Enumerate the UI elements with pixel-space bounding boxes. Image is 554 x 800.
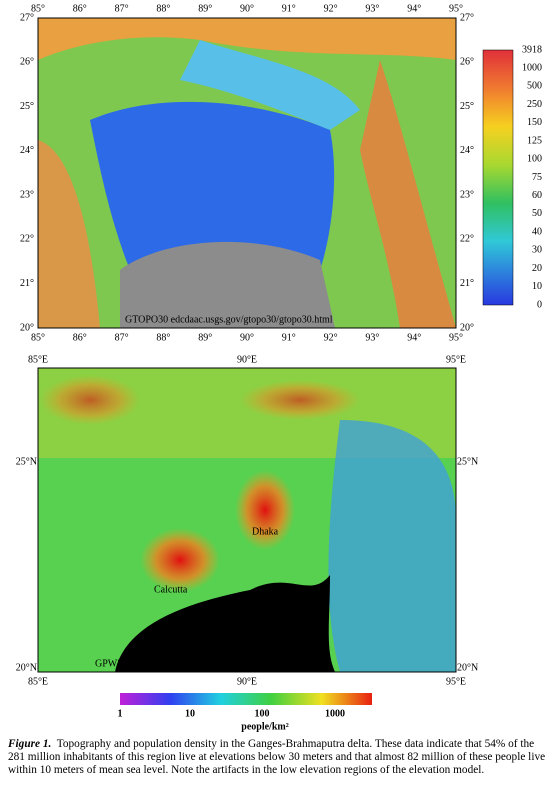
x-tick-label: 90° bbox=[240, 3, 254, 14]
colorbar-label: 10 bbox=[532, 281, 542, 292]
x-tick-label: 85°E bbox=[28, 676, 48, 687]
y-tick-label: 20°N bbox=[16, 662, 37, 673]
colorbar-label: 0 bbox=[537, 299, 542, 310]
y-tick-label: 25° bbox=[460, 101, 474, 112]
x-tick-label: 86° bbox=[73, 332, 87, 343]
x-tick-label: 92° bbox=[324, 3, 338, 14]
colorbar-label: 60 bbox=[532, 190, 542, 201]
x-tick-label: 90°E bbox=[237, 354, 257, 365]
y-tick-label: 27° bbox=[460, 12, 474, 23]
y-tick-label: 20° bbox=[460, 322, 474, 333]
colorbar-label: 30 bbox=[532, 245, 542, 256]
topography-credit: GTOPO30 edcdaac.usgs.gov/gtopo30/gtopo30… bbox=[125, 314, 333, 325]
city-label: Dhaka bbox=[252, 526, 279, 537]
colorbar-label: 3918 bbox=[522, 44, 542, 55]
colorbar-label: 100 bbox=[527, 154, 542, 165]
x-tick-label: 90°E bbox=[237, 676, 257, 687]
x-tick-label: 85°E bbox=[28, 354, 48, 365]
x-tick-label: 92° bbox=[324, 332, 338, 343]
colorbar-label: 125 bbox=[527, 135, 542, 146]
y-tick-label: 24° bbox=[460, 145, 474, 156]
colorbar-label: 100 bbox=[255, 708, 270, 719]
x-tick-label: 93° bbox=[365, 332, 379, 343]
colorbar-label: 1 bbox=[118, 708, 123, 719]
population-credit: GPW2 www.ciesin.columbia.edu/plue/gpw/in… bbox=[95, 658, 314, 669]
x-tick-label: 95°E bbox=[446, 354, 466, 365]
y-tick-label: 25° bbox=[20, 101, 34, 112]
y-tick-label: 23° bbox=[20, 189, 34, 200]
colorbar-label: 40 bbox=[532, 226, 542, 237]
population-map bbox=[37, 367, 457, 673]
x-tick-label: 95°E bbox=[446, 676, 466, 687]
x-tick-label: 93° bbox=[365, 3, 379, 14]
colorbar-label: 75 bbox=[532, 172, 542, 183]
x-tick-label: 94° bbox=[407, 332, 421, 343]
x-tick-label: 91° bbox=[282, 3, 296, 14]
city-label: Calcutta bbox=[154, 584, 188, 595]
topography-map bbox=[37, 17, 457, 329]
y-tick-label: 22° bbox=[20, 234, 34, 245]
y-tick-label: 25°N bbox=[457, 456, 478, 467]
y-tick-label: 26° bbox=[20, 57, 34, 68]
y-tick-label: 20° bbox=[20, 322, 34, 333]
caption: Figure 1. Topography and population dens… bbox=[8, 738, 548, 777]
y-tick-label: 22° bbox=[460, 234, 474, 245]
y-tick-label: 20°N bbox=[457, 662, 478, 673]
x-tick-label: 89° bbox=[198, 3, 212, 14]
population-colorbar bbox=[120, 693, 372, 705]
x-tick-label: 85° bbox=[31, 3, 45, 14]
y-tick-label: 25°N bbox=[16, 456, 37, 467]
caption-label: Figure 1. bbox=[8, 738, 52, 750]
y-tick-label: 24° bbox=[20, 145, 34, 156]
x-tick-label: 89° bbox=[198, 332, 212, 343]
colorbar-label: 1000 bbox=[325, 708, 345, 719]
y-tick-label: 27° bbox=[20, 12, 34, 23]
elevation-colorbar bbox=[482, 49, 514, 306]
x-tick-label: 95° bbox=[449, 3, 463, 14]
colorbar-label: 500 bbox=[527, 81, 542, 92]
y-tick-label: 26° bbox=[460, 57, 474, 68]
x-tick-label: 88° bbox=[156, 3, 170, 14]
x-tick-label: 85° bbox=[31, 332, 45, 343]
x-tick-label: 91° bbox=[282, 332, 296, 343]
x-tick-label: 87° bbox=[115, 332, 129, 343]
x-tick-label: 90° bbox=[240, 332, 254, 343]
colorbar-label: 20 bbox=[532, 263, 542, 274]
colorbar-label: 50 bbox=[532, 208, 542, 219]
x-tick-label: 86° bbox=[73, 3, 87, 14]
colorbar-label: 150 bbox=[527, 117, 542, 128]
x-tick-label: 87° bbox=[115, 3, 129, 14]
x-tick-label: 94° bbox=[407, 3, 421, 14]
x-tick-label: 95° bbox=[449, 332, 463, 343]
y-tick-label: 21° bbox=[20, 278, 34, 289]
caption-text: Topography and population density in the… bbox=[8, 738, 546, 776]
colorbar-unit: people/km² bbox=[241, 721, 288, 732]
y-tick-label: 21° bbox=[460, 278, 474, 289]
x-tick-label: 88° bbox=[156, 332, 170, 343]
figure: GTOPO30 edcdaac.usgs.gov/gtopo30/gtopo30… bbox=[16, 3, 542, 732]
colorbar-label: 250 bbox=[527, 99, 542, 110]
colorbar-label: 1000 bbox=[522, 63, 542, 74]
colorbar-label: 10 bbox=[185, 708, 195, 719]
y-tick-label: 23° bbox=[460, 189, 474, 200]
